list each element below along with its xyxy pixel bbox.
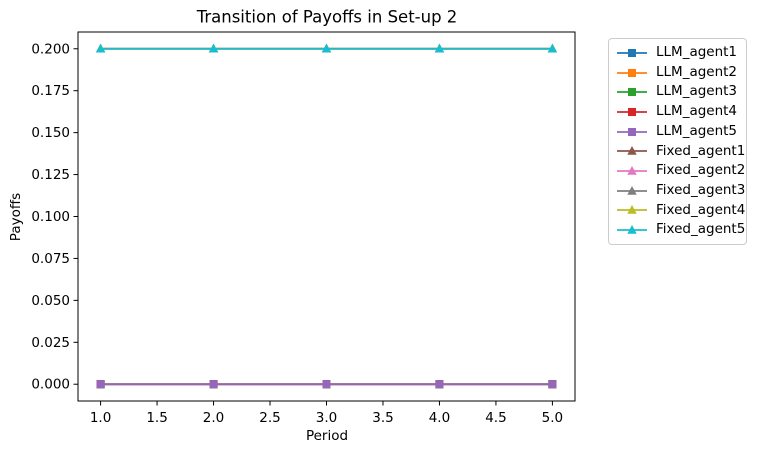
x-tick-label: 5.0 — [542, 410, 563, 426]
marker-square — [435, 380, 444, 389]
y-axis-label: Payoffs — [8, 192, 24, 242]
legend-sample-triangle-icon — [617, 185, 647, 195]
legend-label: Fixed_agent1 — [656, 142, 746, 159]
legend-item-LLM_agent5: LLM_agent5 — [616, 122, 739, 139]
y-tick-label: 0.000 — [31, 377, 70, 393]
legend-sample-square-icon — [617, 48, 647, 57]
y-tick-label: 0.175 — [31, 83, 70, 99]
chart-title: Transition of Payoffs in Set-up 2 — [196, 7, 458, 27]
axes-frame — [77, 31, 576, 402]
legend-sample-triangle-icon — [617, 225, 647, 234]
y-tick-label: 0.075 — [31, 251, 70, 267]
legend-sample-square-icon — [617, 68, 647, 77]
legend-label: LLM_agent4 — [656, 103, 738, 120]
x-tick-label: 3.0 — [316, 410, 337, 426]
x-tick-label: 2.5 — [259, 410, 280, 426]
legend-label: LLM_agent2 — [656, 63, 738, 80]
x-tick-label: 2.0 — [203, 410, 224, 426]
legend-sample-square-icon — [617, 88, 647, 97]
legend-label: LLM_agent1 — [656, 44, 738, 61]
marker-triangle — [434, 43, 445, 53]
legend-label: Fixed_agent2 — [656, 162, 746, 179]
legend-sample-square-icon — [617, 127, 647, 136]
legend-item-Fixed_agent5: Fixed_agent5 — [616, 223, 745, 237]
legend-item-LLM_agent3: LLM_agent3 — [616, 85, 739, 99]
x-tick-label: 4.0 — [429, 410, 450, 426]
y-tick-label: 0.200 — [31, 41, 70, 57]
marker-square — [548, 380, 557, 389]
legend-label: LLM_agent3 — [656, 83, 738, 100]
y-tick-label: 0.025 — [31, 335, 70, 351]
legend-item-Fixed_agent3: Fixed_agent3 — [616, 183, 745, 198]
legend-item-LLM_agent4: LLM_agent4 — [616, 105, 739, 119]
legend-sample-square-icon — [617, 107, 647, 116]
marker-triangle — [95, 43, 106, 53]
legend-item-LLM_agent1: LLM_agent1 — [616, 46, 739, 60]
legend-item-Fixed_agent2: Fixed_agent2 — [616, 164, 745, 178]
y-tick-label: 0.150 — [31, 125, 70, 141]
legend: LLM_agent1 LLM_agent2 LLM_agent3 LLM_agent4… — [608, 38, 747, 245]
marker-triangle — [547, 43, 558, 53]
marker-triangle — [321, 43, 332, 53]
legend-sample-triangle-icon — [617, 165, 647, 175]
legend-label: Fixed_agent5 — [656, 221, 746, 238]
legend-item-Fixed_agent1: Fixed_agent1 — [616, 144, 745, 158]
legend-item-LLM_agent2: LLM_agent2 — [616, 63, 739, 80]
y-tick-label: 0.125 — [31, 167, 70, 183]
y-tick-label: 0.050 — [31, 293, 70, 309]
x-axis-label: Period — [305, 428, 349, 444]
marker-square — [96, 380, 105, 389]
x-tick-label: 1.5 — [146, 410, 167, 426]
legend-label: LLM_agent5 — [656, 122, 738, 139]
marker-triangle — [208, 43, 219, 53]
legend-item-Fixed_agent4: Fixed_agent4 — [616, 203, 745, 217]
y-tick-label: 0.100 — [31, 209, 70, 225]
legend-sample-triangle-icon — [617, 205, 647, 215]
x-tick-label: 4.5 — [485, 410, 506, 426]
legend-label: Fixed_agent3 — [656, 181, 746, 198]
x-tick-label: 3.5 — [372, 410, 393, 426]
legend-label: Fixed_agent4 — [656, 201, 746, 218]
legend-sample-triangle-icon — [617, 146, 647, 155]
marker-square — [209, 380, 218, 389]
marker-square — [322, 380, 331, 389]
x-tick-label: 1.0 — [90, 410, 111, 426]
